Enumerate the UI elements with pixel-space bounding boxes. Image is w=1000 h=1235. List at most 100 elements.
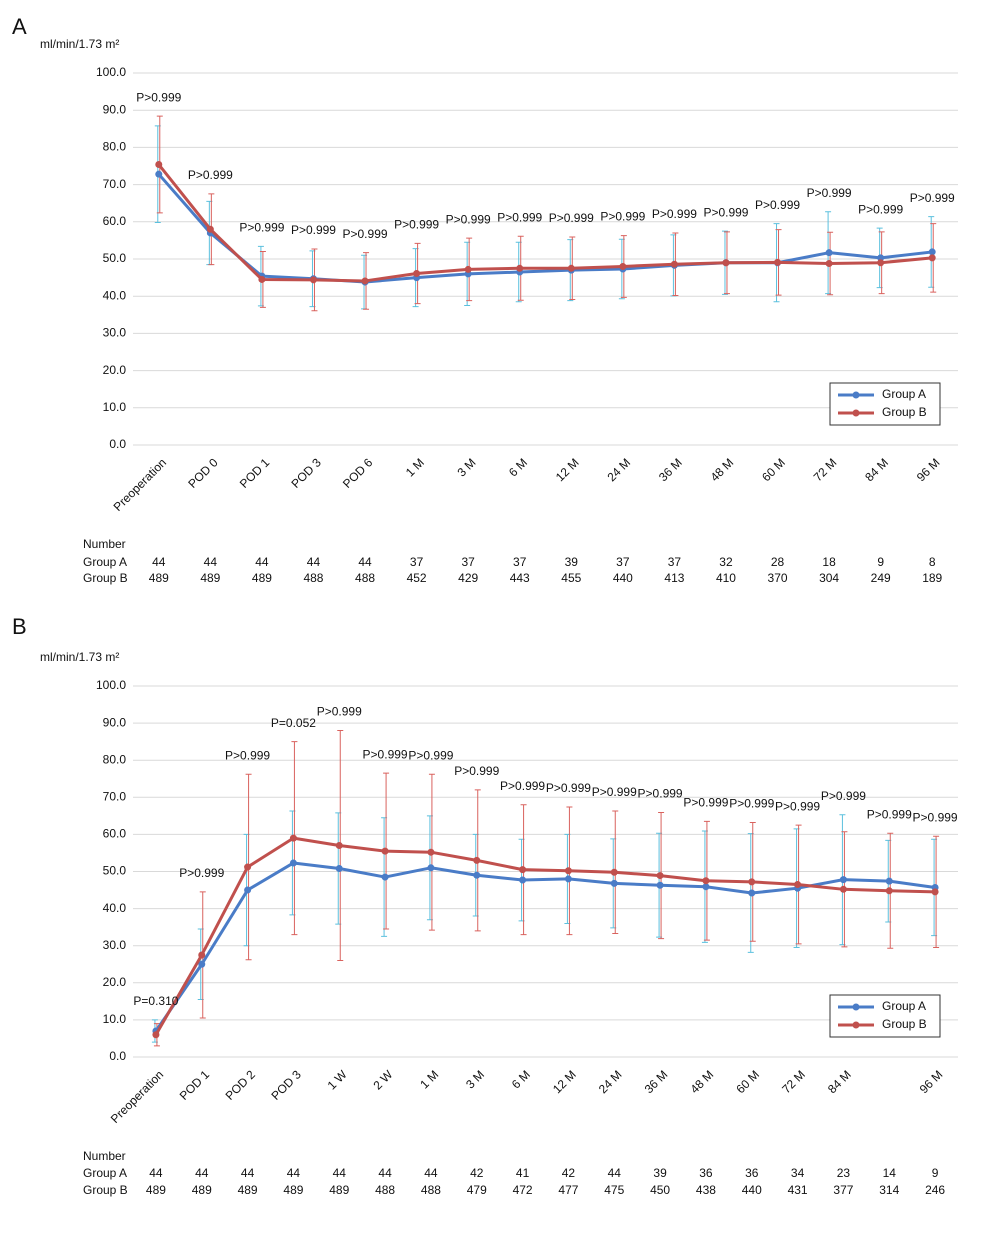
p-value: P>0.999 <box>394 218 439 232</box>
p-value: P>0.999 <box>729 797 774 811</box>
table-cell: 413 <box>664 571 684 585</box>
table-cell: 8 <box>929 555 936 569</box>
x-tick-label: 6 M <box>506 455 530 479</box>
marker <box>198 960 206 968</box>
y-tick-label: 30.0 <box>103 938 127 952</box>
table-cell: 246 <box>925 1183 945 1197</box>
marker <box>794 880 802 888</box>
y-tick-label: 60.0 <box>103 214 127 228</box>
table-cell: 440 <box>742 1183 762 1197</box>
table-cell: 489 <box>200 571 220 585</box>
table-cell: 44 <box>358 555 372 569</box>
table-cell: 377 <box>833 1183 853 1197</box>
table-cell: 37 <box>668 555 682 569</box>
x-tick-label: POD 1 <box>237 455 273 491</box>
y-tick-label: 20.0 <box>103 363 127 377</box>
series-line <box>154 836 936 1036</box>
marker <box>206 225 214 233</box>
y-tick-label: 100.0 <box>96 678 126 692</box>
table-cell: 44 <box>195 1166 209 1180</box>
table-cell: 429 <box>458 571 478 585</box>
table-cell: 438 <box>696 1183 716 1197</box>
marker <box>519 866 527 874</box>
x-tick-label: 60 M <box>759 455 788 484</box>
y-tick-label: 10.0 <box>103 400 127 414</box>
marker <box>610 868 618 876</box>
x-tick-label: 60 M <box>733 1067 762 1096</box>
table-cell: 32 <box>719 555 733 569</box>
table-cell: 44 <box>333 1166 347 1180</box>
table-cell: 44 <box>424 1166 438 1180</box>
y-tick-label: 70.0 <box>103 789 127 803</box>
table-cell: 477 <box>558 1183 578 1197</box>
marker <box>567 264 575 272</box>
table-cell: 37 <box>513 555 527 569</box>
table-cell: 36 <box>745 1166 759 1180</box>
table-cell: 44 <box>287 1166 301 1180</box>
y-tick-label: 90.0 <box>103 715 127 729</box>
legend-label: Group A <box>882 387 926 401</box>
p-value: P>0.999 <box>497 210 542 224</box>
table-cell: 489 <box>238 1183 258 1197</box>
marker <box>519 876 527 884</box>
marker <box>381 873 389 881</box>
p-value: P>0.999 <box>546 781 591 795</box>
table-cell: 44 <box>149 1166 163 1180</box>
x-tick-label: 96 M <box>917 1067 946 1096</box>
legend-marker <box>852 409 860 417</box>
table-cell: 39 <box>565 555 579 569</box>
table-cell: 488 <box>355 571 375 585</box>
marker <box>258 275 266 283</box>
table-cell: 455 <box>561 571 581 585</box>
table-cell: 42 <box>470 1166 484 1180</box>
p-value: P>0.999 <box>913 810 958 824</box>
x-tick-label: 2 W <box>370 1067 395 1092</box>
x-tick-label: Preoperation <box>111 455 169 513</box>
x-tick-label: 36 M <box>656 455 685 484</box>
legend-box <box>829 382 941 426</box>
marker <box>722 259 730 267</box>
marker <box>309 276 317 284</box>
p-value: P>0.999 <box>638 787 683 801</box>
marker <box>702 877 710 885</box>
x-tick-label: 48 M <box>708 455 737 484</box>
panel-label: A <box>12 14 27 39</box>
marker <box>748 889 756 897</box>
table-cell: 37 <box>410 555 424 569</box>
p-value: P>0.999 <box>446 212 491 226</box>
x-tick-label: POD 6 <box>340 455 376 491</box>
series-line <box>157 163 933 283</box>
table-cell: 304 <box>819 571 839 585</box>
table-cell: 9 <box>877 555 884 569</box>
marker <box>702 883 710 891</box>
marker <box>839 885 847 893</box>
table-cell: 489 <box>329 1183 349 1197</box>
marker <box>656 872 664 880</box>
table-cell: 314 <box>879 1183 899 1197</box>
p-value: P>0.999 <box>867 807 912 821</box>
table-cell: 28 <box>771 555 785 569</box>
y-tick-label: 20.0 <box>103 975 127 989</box>
marker <box>877 254 885 262</box>
p-value: P>0.999 <box>188 168 233 182</box>
marker <box>152 1031 160 1039</box>
table-cell: 452 <box>407 571 427 585</box>
table-cell: 23 <box>837 1166 851 1180</box>
table-cell: 41 <box>516 1166 530 1180</box>
legend-label: Group A <box>882 999 926 1013</box>
table-cell: 488 <box>303 571 323 585</box>
marker <box>473 856 481 864</box>
table-cell: 37 <box>616 555 630 569</box>
table-cell: 489 <box>149 571 169 585</box>
marker <box>516 264 524 272</box>
p-value: P>0.999 <box>683 796 728 810</box>
p-value: P>0.999 <box>179 866 224 880</box>
y-tick-label: 0.0 <box>109 437 126 451</box>
marker <box>335 842 343 850</box>
legend-label: Group B <box>882 1017 927 1031</box>
table-cell: 440 <box>613 571 633 585</box>
marker <box>564 875 572 883</box>
marker <box>619 262 627 270</box>
table-cell: 410 <box>716 571 736 585</box>
table-cell: 489 <box>192 1183 212 1197</box>
